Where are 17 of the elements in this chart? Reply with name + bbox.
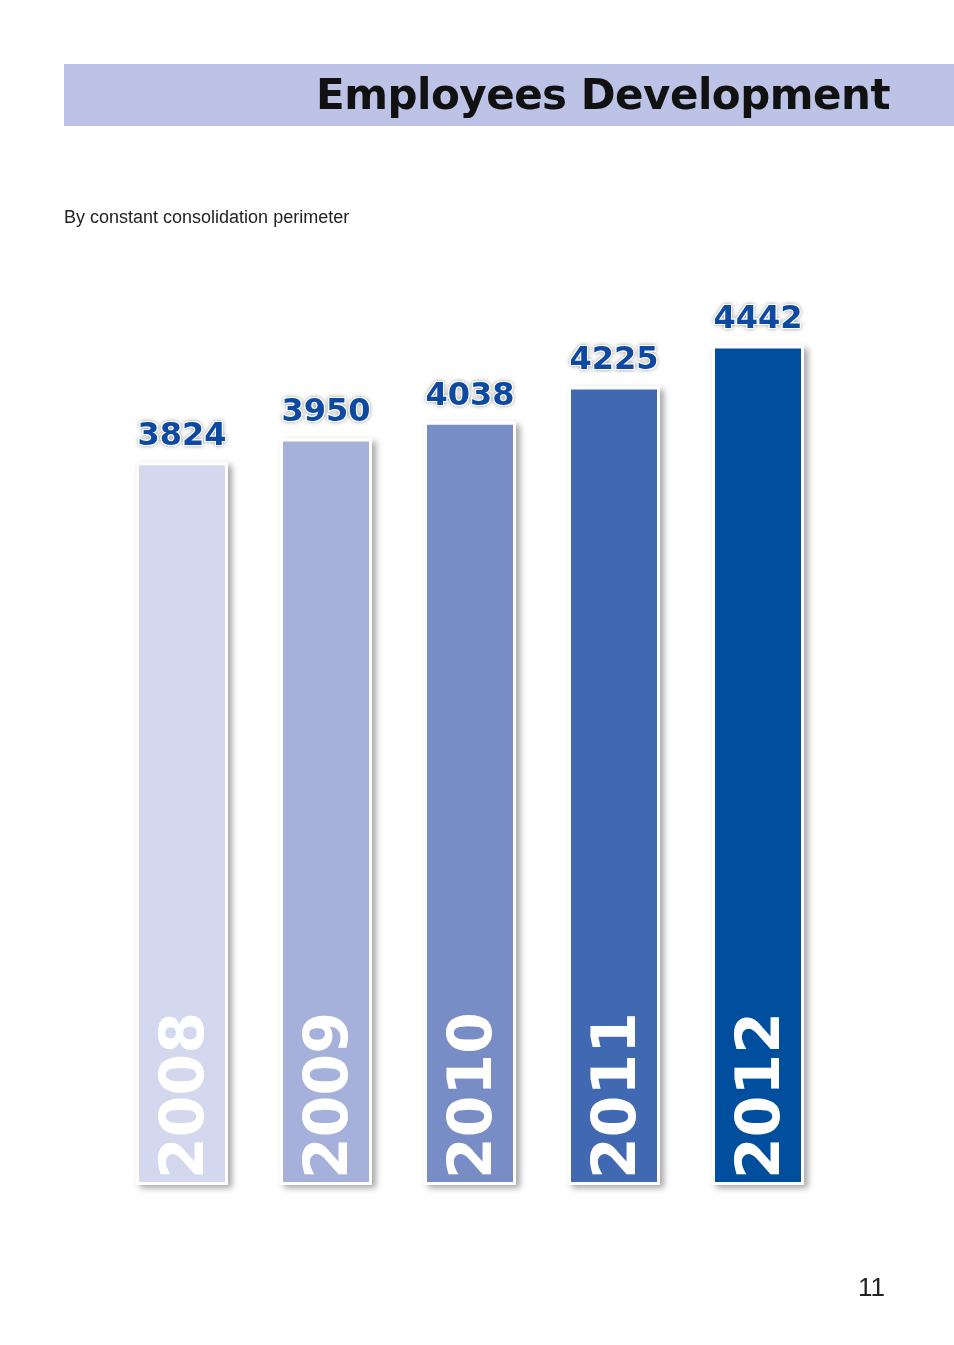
x-tick-label: 2009 [291, 1012, 361, 1179]
text: 11 [858, 1272, 885, 1303]
bar [712, 345, 804, 1185]
data-label: 4225 [569, 339, 659, 378]
data-label: 3824 [137, 415, 227, 454]
chart-subtitle: By constant consolidation perimeter [64, 207, 350, 228]
bar [568, 386, 660, 1185]
bar [424, 421, 516, 1185]
chart-title: Employees Development [316, 70, 890, 119]
bar [280, 438, 372, 1185]
data-label: 4442 [713, 298, 803, 337]
x-tick-label: 2010 [435, 1012, 505, 1179]
bar [136, 462, 228, 1185]
x-tick-label: 2012 [723, 1012, 793, 1179]
data-label: 4038 [425, 374, 515, 413]
data-label: 3950 [281, 391, 371, 430]
x-tick-label: 2011 [579, 1012, 649, 1179]
